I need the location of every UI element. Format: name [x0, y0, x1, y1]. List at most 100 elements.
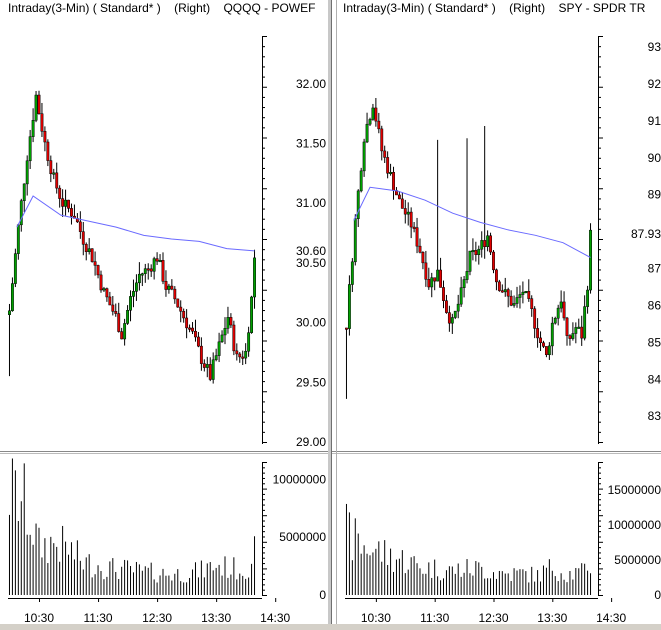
volume-axis-tick	[598, 563, 601, 565]
price-axis-tick	[262, 259, 265, 261]
price-axis-tick	[262, 107, 265, 109]
time-tick-label: 11:30	[420, 611, 449, 625]
volume-axis-tick	[598, 509, 601, 511]
candle-down	[161, 260, 165, 282]
candle-down	[562, 301, 566, 319]
candle-up	[13, 253, 17, 284]
candle-down	[345, 327, 348, 330]
price-axis-tick	[262, 127, 265, 129]
candle-up	[250, 296, 254, 333]
volume-axis-tick	[598, 536, 601, 538]
price-axis-tick	[598, 127, 601, 129]
volume-axis-tick	[262, 499, 265, 501]
time-tick-label: 12:30	[478, 611, 508, 625]
volume-tick-label: 10000000	[273, 472, 327, 486]
volume-axis-tick	[598, 557, 601, 559]
volume-axis-tick	[598, 595, 603, 596]
candle-up	[362, 141, 366, 172]
candle-up	[244, 350, 248, 359]
price-axis-tick	[598, 411, 601, 413]
candle-up	[371, 107, 375, 120]
candle-up	[353, 218, 357, 263]
volume-axis-tick	[262, 488, 267, 490]
candle-up	[31, 120, 35, 137]
candle-down	[433, 277, 437, 282]
candle-down	[170, 285, 174, 290]
candle-up	[389, 172, 393, 175]
candle-down	[208, 364, 212, 380]
candle-down	[412, 226, 416, 229]
candle-up	[577, 326, 581, 329]
candle-down	[120, 331, 124, 340]
candle-down	[542, 342, 545, 347]
price-axis-tick	[598, 370, 601, 372]
volume-axis-tick	[262, 525, 265, 527]
candle-up	[359, 170, 363, 192]
candle-up	[553, 317, 557, 324]
price-tick-label: 31.00	[296, 196, 326, 210]
price-tick-label: 93	[648, 40, 661, 54]
price-axis-tick	[598, 96, 601, 98]
candle-down	[96, 265, 100, 276]
candle-down	[536, 328, 540, 339]
candle-up	[503, 289, 507, 293]
price-axis-tick	[598, 178, 601, 180]
time-tick-label: 10:30	[361, 611, 391, 625]
candle-down	[439, 269, 442, 288]
price-axis-tick	[598, 86, 603, 88]
left-style-label[interactable]: ( Standard* )	[92, 1, 161, 15]
candle-up	[205, 364, 209, 368]
volume-axis-tick	[598, 467, 601, 469]
moving-average-line	[16, 195, 255, 252]
price-axis-tick	[262, 330, 265, 332]
candle-down	[427, 279, 431, 288]
candle-down	[176, 298, 180, 308]
candle-up	[226, 317, 230, 329]
candle-up	[214, 355, 218, 361]
vertical-splitter-edge	[331, 0, 332, 630]
volume-axis-tick	[598, 493, 601, 495]
time-axis-tick	[434, 598, 436, 602]
volume-axis-tick	[262, 467, 265, 469]
candle-down	[232, 324, 236, 352]
candle-up	[462, 279, 466, 288]
candle-down	[527, 290, 531, 299]
price-axis-tick	[598, 401, 601, 403]
candle-down	[78, 221, 82, 232]
time-tick-label: 10:30	[24, 611, 54, 625]
volume-axis-tick	[262, 573, 265, 575]
price-axis-tick	[262, 36, 267, 37]
time-axis-tick	[216, 598, 218, 602]
candle-up	[158, 260, 162, 263]
price-tick-label: 90	[648, 151, 661, 165]
volume-axis-tick	[262, 520, 265, 522]
candle-up	[574, 327, 578, 334]
candle-down	[196, 336, 200, 347]
right-style-label[interactable]: ( Standard* )	[427, 1, 496, 15]
candle-up	[450, 317, 454, 324]
candle-up	[220, 334, 224, 343]
volume-axis-tick	[262, 493, 265, 495]
candle-up	[129, 296, 132, 311]
candle-up	[453, 310, 457, 318]
volume-axis-tick	[262, 568, 267, 570]
candle-down	[497, 281, 501, 291]
candle-down	[533, 308, 537, 329]
price-axis-tick	[598, 76, 601, 78]
price-axis-tick	[598, 188, 603, 190]
candle-down	[235, 350, 239, 355]
candle-up	[586, 289, 590, 307]
left-symbol-label[interactable]: QQQQ - POWEF	[223, 1, 316, 15]
candle-up	[140, 273, 144, 276]
candle-down	[164, 281, 168, 290]
time-tick-label: 14:30	[596, 611, 626, 625]
candle-down	[81, 231, 85, 245]
time-axis-line	[8, 598, 262, 599]
right-symbol-label[interactable]: SPY - SPDR TR	[558, 1, 646, 15]
candle-down	[509, 295, 513, 306]
price-axis-tick	[262, 401, 265, 403]
price-tick-label: 29.50	[296, 375, 326, 389]
volume-axis-line	[262, 462, 263, 595]
price-tick-label: 31.50	[296, 136, 326, 150]
candle-down	[229, 317, 233, 326]
